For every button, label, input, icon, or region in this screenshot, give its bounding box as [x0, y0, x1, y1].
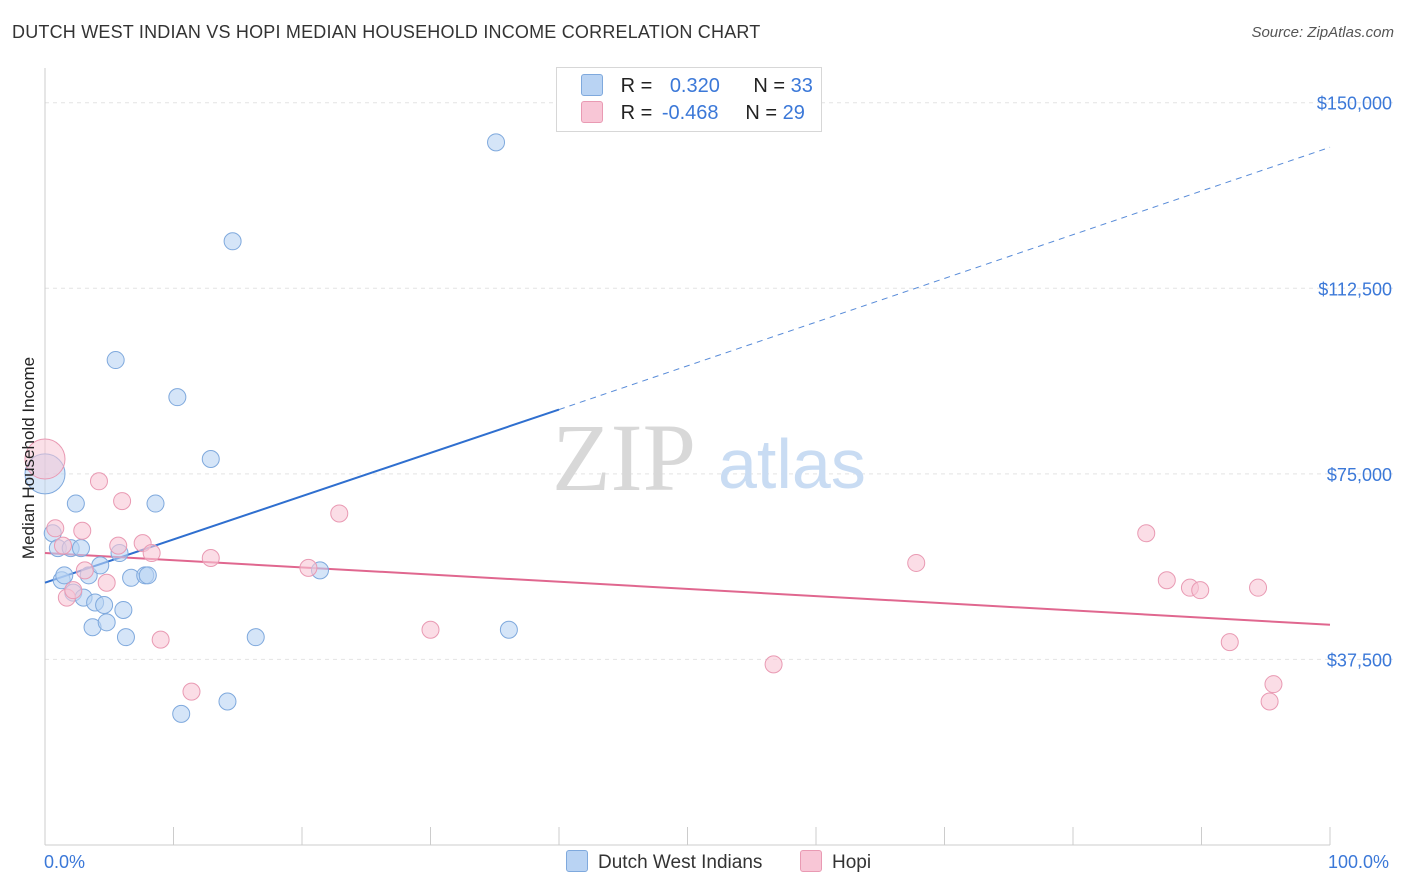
legend-swatch-pink	[581, 100, 603, 123]
point-blue	[223, 232, 242, 251]
legend-n-value: 29	[782, 102, 805, 124]
y-tick-label: $37,500	[1327, 650, 1392, 670]
point-pink	[97, 573, 116, 592]
point-pink	[1157, 571, 1176, 590]
point-blue	[91, 556, 110, 575]
gridlines	[45, 102, 1395, 660]
bottom-legend-swatch-pink	[800, 850, 822, 872]
bottom-legend-hopi: Hopi	[800, 850, 872, 874]
point-pink	[1137, 524, 1156, 543]
legend-row-hopi: R = -0.468 N = 29	[581, 100, 805, 128]
point-pink	[53, 536, 72, 555]
stats-legend: R = 0.320 N = 33 R = -0.468 N = 29	[556, 67, 822, 132]
point-pink	[299, 558, 318, 577]
point-pink	[151, 630, 170, 649]
x-tick-label-max: 100.0%	[1328, 852, 1390, 872]
point-blue	[95, 596, 114, 615]
point-pink	[46, 519, 65, 538]
point-pink	[1191, 581, 1210, 600]
legend-r-value: 0.320	[669, 75, 720, 97]
legend-swatch-blue	[581, 73, 603, 96]
y-tick-label: $112,500	[1318, 279, 1392, 299]
point-pink	[330, 504, 349, 523]
point-pink	[113, 492, 132, 511]
bottom-legend-label: Hopi	[832, 852, 872, 874]
legend-n-value: 33	[790, 75, 813, 97]
point-pink	[1249, 578, 1268, 597]
point-blue	[146, 494, 165, 513]
point-blue	[55, 566, 74, 585]
point-pink	[1220, 633, 1239, 652]
watermark: ZIP atlas	[552, 404, 866, 511]
point-pink	[764, 655, 783, 674]
point-pink	[201, 548, 220, 567]
y-tick-label: $150,000	[1317, 94, 1392, 114]
data-points	[24, 133, 1283, 723]
point-blue	[138, 566, 157, 585]
point-blue	[66, 494, 85, 513]
watermark-atlas: atlas	[718, 425, 866, 503]
point-blue	[499, 620, 518, 639]
y-axis-label: Median Household Income	[19, 357, 38, 559]
y-tick-labels: $37,500 $75,000 $112,500 $150,000	[1317, 94, 1392, 671]
point-blue	[172, 704, 191, 723]
legend-row-dutch-west-indians: R = 0.320 N = 33	[581, 73, 813, 101]
bottom-legend-label: Dutch West Indians	[598, 852, 763, 874]
point-pink	[89, 472, 108, 491]
point-blue	[201, 450, 220, 469]
bottom-legend-swatch-blue	[566, 850, 588, 872]
y-tick-label: $75,000	[1327, 465, 1392, 485]
point-blue	[97, 613, 116, 632]
point-pink	[1260, 692, 1279, 711]
point-blue	[487, 133, 506, 152]
watermark-zip: ZIP	[552, 404, 696, 511]
point-pink	[24, 438, 66, 480]
point-pink	[73, 521, 92, 540]
point-blue	[71, 539, 90, 558]
point-blue	[106, 351, 125, 370]
legend-r-label: R =	[620, 75, 653, 97]
trend-line-extension-blue	[558, 146, 1331, 411]
legend-r-value: -0.468	[661, 102, 719, 124]
trend-line-pink	[44, 552, 1331, 626]
point-pink	[182, 682, 201, 701]
point-blue	[116, 628, 135, 647]
legend-n-label: N =	[753, 75, 786, 97]
point-blue	[246, 628, 265, 647]
point-blue	[114, 600, 133, 619]
bottom-legend-dutch-west-indians: Dutch West Indians	[566, 850, 763, 874]
point-pink	[421, 620, 440, 639]
legend-r-label: R =	[620, 102, 653, 124]
chart-title: DUTCH WEST INDIAN VS HOPI MEDIAN HOUSEHO…	[12, 22, 761, 42]
point-pink	[1264, 675, 1283, 694]
point-pink	[75, 561, 94, 580]
trend-lines	[44, 146, 1331, 626]
source-credit: Source: ZipAtlas.com	[1251, 24, 1394, 41]
point-pink	[64, 581, 83, 600]
point-pink	[142, 544, 161, 563]
point-pink	[109, 536, 128, 555]
trend-line-blue	[44, 408, 560, 584]
point-pink	[907, 553, 926, 572]
x-tick-label-min: 0.0%	[44, 852, 86, 872]
point-blue	[168, 388, 187, 407]
point-blue	[218, 692, 237, 711]
legend-n-label: N =	[745, 102, 778, 124]
